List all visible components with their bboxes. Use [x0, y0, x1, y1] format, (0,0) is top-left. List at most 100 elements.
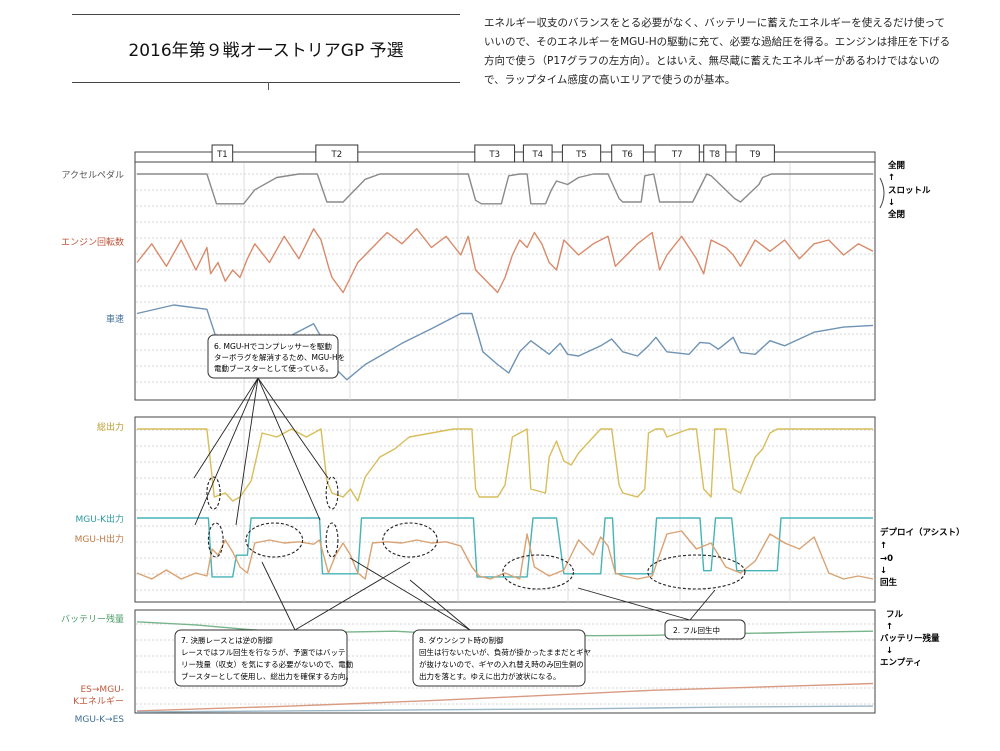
annotation-2: 2. フル回生中 — [664, 619, 746, 640]
corner-label-T1: T1 — [216, 150, 228, 160]
corner-box-T4 — [522, 144, 553, 163]
corner-box-T5 — [561, 144, 602, 163]
corner-label-T4: T4 — [531, 150, 543, 160]
series-line-2 — [136, 304, 874, 381]
highlight-ellipse-7 — [647, 554, 746, 590]
callout-line-8 — [409, 579, 471, 631]
highlight-ellipse-3 — [245, 522, 304, 558]
series-line-0 — [137, 173, 873, 205]
right2-bottom: 回生 — [880, 577, 898, 588]
corner-label-T3: T3 — [488, 150, 500, 160]
annotation-2-box — [664, 619, 746, 640]
right2-down: ↓ — [880, 566, 887, 576]
right2-up: ↑ — [880, 541, 887, 551]
annotation-2-text: 2. フル回生中 — [673, 625, 720, 635]
right2-mid: →0 — [880, 554, 893, 564]
series-line-5 — [136, 530, 874, 580]
label-mguk: MGU-K出力 — [76, 513, 124, 525]
label-es-mguk-1: ES→MGU- — [80, 685, 124, 695]
annotation-7-line1: 7. 決勝レースとは逆の制御 — [181, 635, 273, 645]
highlight-ellipse-5 — [382, 522, 438, 558]
corner-box-T6 — [611, 144, 644, 163]
corner-label-T7: T7 — [671, 150, 683, 160]
corner-label-T6: T6 — [621, 150, 633, 160]
callout-line-4 — [257, 377, 321, 521]
annotation-8-line3: が抜けないので、ギヤの入れ替え時のみ回生側の — [419, 659, 584, 669]
highlight-ellipse-0 — [206, 476, 221, 510]
right3-down: ↓ — [886, 646, 893, 656]
label-mguk-es: MGU-K→ES — [75, 715, 125, 725]
callout-line-10 — [689, 589, 716, 621]
annotation-6-line3: 電動ブースターとして使っている。 — [214, 363, 333, 373]
corner-box-T7 — [654, 144, 700, 163]
corner-label-T9: T9 — [749, 150, 761, 160]
label-throttle: アクセルペダル — [61, 169, 124, 181]
callout-line-6 — [294, 561, 411, 631]
right3-top: フル — [886, 610, 904, 620]
title-block: 2016年第９戦オーストリアGP 予選 — [72, 14, 460, 83]
series-line-3 — [137, 428, 873, 502]
right3-up: ↑ — [886, 622, 893, 632]
corner-box-T8 — [703, 144, 727, 163]
annotation-7-line2: レースではフル回生を行なうが、予選ではバッテ — [181, 647, 345, 657]
annotation-6-box — [207, 334, 339, 379]
corner-labels: T1 T2 T3 T4 T5 T6 T7 T8 T9 — [211, 144, 775, 163]
corner-box-T1 — [211, 144, 234, 163]
series-line-4 — [137, 517, 873, 578]
callout-line-5 — [261, 561, 296, 631]
highlight-ellipse-1 — [325, 476, 339, 510]
corner-box-T9 — [735, 144, 775, 163]
right1-down: ↓ — [888, 198, 895, 208]
callout-line-9 — [577, 587, 691, 621]
right3-bottom: エンプティ — [880, 657, 922, 668]
right3-mid: バッテリー残量 — [880, 633, 940, 644]
annotation-7-line4: ブースターとして使用し、総出力を確保する方向。 — [181, 671, 353, 681]
series-line-8 — [136, 705, 874, 713]
callout-line-7 — [349, 557, 471, 631]
annotation-7-line3: リー残量（収支）を気にする必要がないので、電動 — [181, 659, 354, 669]
label-rpm: エンジン回転数 — [61, 236, 124, 248]
corner-box-T2 — [315, 144, 359, 163]
annotation-6: 6. MGU-Hでコンプレッサーを駆動 ターボラグを解消するため、MGU-Hを … — [207, 334, 345, 379]
right1-mid: スロットル — [888, 186, 931, 196]
annotation-8-line2: 回生は行ないたいが、負荷が掛かったままだとギヤ — [419, 647, 591, 657]
annotation-8: 8. ダウンシフト時の制御 回生は行ないたいが、負荷が掛かったままだとギヤ が抜… — [412, 629, 591, 687]
series-line-1 — [136, 228, 874, 294]
highlight-ellipse-4 — [325, 522, 339, 558]
right2-top: デプロイ（アシスト） — [880, 527, 965, 538]
right1-up: ↑ — [888, 173, 895, 183]
highlight-layer — [206, 476, 746, 590]
callout-line-0 — [193, 377, 259, 479]
label-total-power: 総出力 — [97, 421, 124, 433]
callout-line-3 — [257, 377, 329, 479]
label-mguh: MGU-H出力 — [75, 533, 124, 545]
panel-frame-2 — [134, 416, 876, 603]
series-line-7 — [136, 682, 874, 712]
corner-box-T3 — [474, 144, 516, 163]
callout-line-1 — [194, 377, 259, 526]
callout-lines — [193, 377, 716, 631]
annotation-6-line1: 6. MGU-Hでコンプレッサーを駆動 — [214, 342, 332, 351]
page-title: 2016年第９戦オーストリアGP 予選 — [128, 41, 404, 61]
annotation-7: 7. 決勝レースとは逆の制御 レースではフル回生を行なうが、予選ではバッテ リー… — [174, 629, 354, 687]
annotation-8-line4: 出力を落とす。ゆえに出力が波状になる。 — [419, 671, 561, 681]
corner-label-T5: T5 — [575, 150, 587, 160]
label-es-mguk-2: Kエネルギー — [73, 696, 124, 707]
corner-label-T8: T8 — [708, 150, 720, 160]
grid-layer — [136, 163, 874, 705]
callout-line-2 — [235, 377, 259, 526]
title-tick-mark — [268, 82, 269, 90]
label-speed: 車速 — [106, 313, 124, 325]
annotation-6-line2: ターボラグを解消するため、MGU-Hを — [214, 352, 345, 362]
corner-label-T2: T2 — [331, 150, 343, 160]
title-rule-bottom — [72, 82, 460, 83]
annotation-8-box — [412, 629, 586, 687]
title-rule-top — [72, 14, 460, 15]
annotation-7-box — [174, 629, 348, 687]
annotation-8-line1: 8. ダウンシフト時の制御 — [419, 635, 504, 645]
brace-1 — [879, 177, 885, 209]
description-text: エネルギー収支のバランスをとる必要がなく、バッテリーに蓄えたエネルギーを使えるだ… — [484, 17, 951, 86]
highlight-ellipse-6 — [502, 554, 574, 590]
highlight-ellipse-2 — [207, 522, 224, 558]
